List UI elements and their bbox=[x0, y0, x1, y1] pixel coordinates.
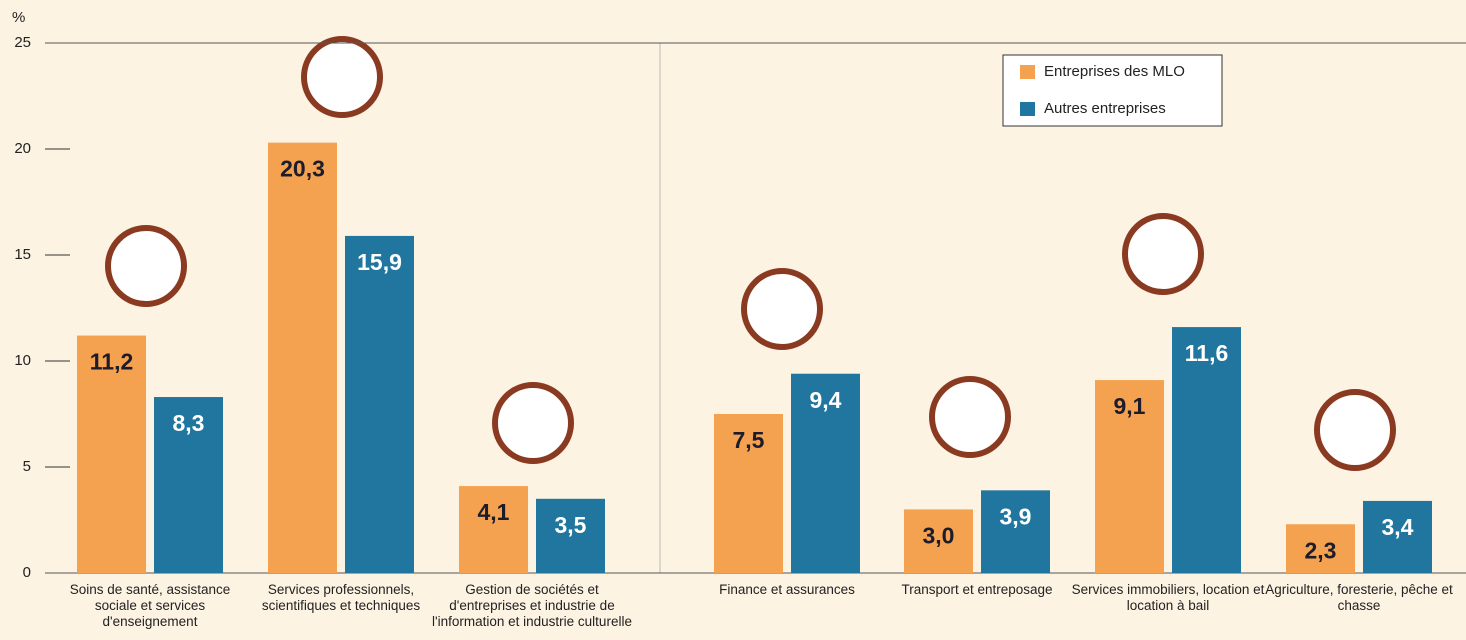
icon bbox=[1122, 213, 1204, 295]
y-tick-label: 20 bbox=[14, 140, 31, 157]
bar bbox=[904, 509, 973, 573]
bar bbox=[714, 414, 783, 573]
legend-swatch bbox=[1020, 65, 1035, 79]
icon bbox=[492, 382, 574, 464]
y-tick-label: 10 bbox=[14, 352, 31, 369]
value-label: 3,4 bbox=[1382, 514, 1414, 540]
x-tick-label: Agriculture, foresterie, pêche et chasse bbox=[1265, 582, 1453, 613]
value-label: 9,4 bbox=[810, 387, 842, 413]
y-axis-label: % bbox=[12, 9, 25, 26]
bar bbox=[1286, 524, 1355, 573]
x-tick-label: Services professionnels, scientifiques e… bbox=[261, 582, 421, 613]
value-label: 20,3 bbox=[280, 156, 325, 182]
y-tick-label: 25 bbox=[14, 34, 31, 51]
bar bbox=[1172, 327, 1241, 573]
x-tick-label: Services immobiliers, location et locati… bbox=[1071, 582, 1265, 613]
x-tick-label: Gestion de sociétés et d'entreprises et … bbox=[432, 582, 632, 629]
bar bbox=[459, 486, 528, 573]
value-label: 11,6 bbox=[1185, 340, 1229, 366]
value-label: 11,2 bbox=[90, 349, 134, 375]
icons bbox=[105, 36, 1396, 471]
bar bbox=[1095, 380, 1164, 573]
bar bbox=[268, 142, 337, 573]
icon bbox=[741, 268, 823, 350]
value-label: 15,9 bbox=[357, 249, 402, 275]
x-tick-label: Transport et entreposage bbox=[901, 582, 1053, 597]
legend-swatch bbox=[1020, 102, 1035, 116]
bar bbox=[345, 235, 414, 574]
value-label: 8,3 bbox=[173, 410, 205, 436]
legend-box bbox=[1002, 54, 1223, 127]
y-tick-label: 0 bbox=[23, 564, 31, 581]
icon bbox=[301, 36, 383, 118]
x-tick-label: Finance et assurances bbox=[719, 582, 855, 597]
legend-label: Autres entreprises bbox=[1044, 100, 1166, 117]
icon bbox=[929, 376, 1011, 458]
y-tick-label: 15 bbox=[14, 246, 31, 263]
bar bbox=[1363, 500, 1432, 573]
y-tick-label: 5 bbox=[23, 458, 31, 475]
icon bbox=[1314, 389, 1396, 471]
bar bbox=[791, 373, 860, 573]
value-label: 7,5 bbox=[733, 427, 765, 453]
bar bbox=[154, 397, 223, 573]
x-tick-label: Soins de santé, assistance sociale et se… bbox=[69, 582, 231, 629]
icon bbox=[105, 225, 187, 307]
legend-label: Entreprises des MLO bbox=[1044, 63, 1185, 80]
bar bbox=[536, 498, 605, 573]
value-label: 9,1 bbox=[1114, 393, 1146, 419]
value-label: 3,9 bbox=[1000, 503, 1032, 529]
value-label: 3,5 bbox=[555, 512, 587, 538]
bar bbox=[981, 490, 1050, 573]
value-label: 3,0 bbox=[923, 522, 955, 548]
bar bbox=[77, 335, 146, 573]
value-label: 2,3 bbox=[1305, 537, 1337, 563]
value-label: 4,1 bbox=[478, 499, 510, 525]
